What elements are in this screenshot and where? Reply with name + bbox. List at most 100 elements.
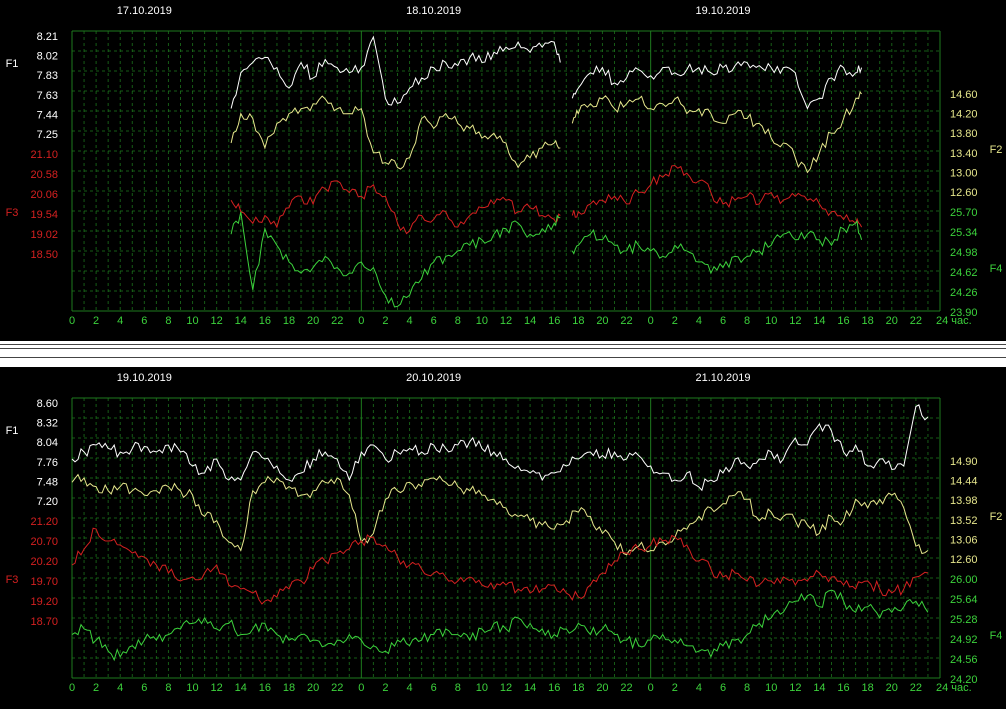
x-tick-label: 6 <box>141 682 147 694</box>
x-tick-label: 8 <box>455 315 461 327</box>
x-tick-label: 18 <box>862 315 874 327</box>
y-tick-label-f2: 14.60 <box>950 89 978 101</box>
x-tick-label: 0 <box>648 682 654 694</box>
date-label: 18.10.2019 <box>406 5 461 17</box>
series-line-f3 <box>71 527 929 605</box>
x-tick-label: 20 <box>886 682 898 694</box>
x-tick-label: 2 <box>382 315 388 327</box>
panel-divider <box>0 348 1006 349</box>
axis-label-f3: F3 <box>6 207 19 219</box>
x-tick-label: 6 <box>141 315 147 327</box>
y-tick-label-f4: 25.28 <box>950 614 978 626</box>
x-tick-label: 2 <box>672 315 678 327</box>
series-line-f3 <box>230 180 561 235</box>
x-tick-label: 22 <box>331 315 343 327</box>
y-tick-label-f2: 13.40 <box>950 148 978 160</box>
y-tick-label-f3: 19.70 <box>30 576 58 588</box>
x-tick-label: 14 <box>235 315 247 327</box>
x-tick-label: 16 <box>837 682 849 694</box>
series-line-f2 <box>571 90 862 174</box>
x-tick-label: 4 <box>117 315 123 327</box>
x-tick-label: 14 <box>813 315 825 327</box>
x-tick-label: 0 <box>358 682 364 694</box>
y-tick-label-f3: 21.20 <box>30 516 58 528</box>
x-tick-label: 14 <box>813 682 825 694</box>
y-tick-label-f4: 24.56 <box>950 654 978 666</box>
y-tick-label-f2: 13.06 <box>950 534 978 546</box>
x-tick-label: 22 <box>620 315 632 327</box>
y-tick-label-f3: 18.70 <box>30 616 58 628</box>
grid <box>71 397 941 679</box>
y-tick-label-f4: 26.00 <box>950 574 978 586</box>
x-tick-label: 16 <box>259 315 271 327</box>
y-tick-label-f2: 12.60 <box>950 187 978 199</box>
y-tick-label-f4: 24.20 <box>950 674 978 686</box>
date-label: 17.10.2019 <box>117 5 172 17</box>
series-line-f1 <box>571 61 863 110</box>
x-tick-label: 10 <box>476 682 488 694</box>
axis-label-f4: F4 <box>990 263 1003 275</box>
x-tick-label: 12 <box>789 682 801 694</box>
x-tick-label: 12 <box>789 315 801 327</box>
x-tick-label: 12 <box>500 682 512 694</box>
x-tick-label: 22 <box>910 682 922 694</box>
axis-label-f1: F1 <box>6 58 19 70</box>
date-label: 20.10.2019 <box>406 372 461 384</box>
y-tick-label-f1: 7.83 <box>37 70 58 82</box>
x-tick-label: 6 <box>431 315 437 327</box>
date-label: 19.10.2019 <box>117 372 172 384</box>
x-tick-label: 18 <box>572 682 584 694</box>
x-tick-label: 18 <box>862 682 874 694</box>
series-line-f4 <box>230 211 561 308</box>
y-tick-label-f1: 8.21 <box>37 31 58 43</box>
y-tick-label-f2: 14.44 <box>950 476 978 488</box>
x-tick-label: 24 час. <box>936 315 972 327</box>
x-tick-label: 0 <box>648 315 654 327</box>
y-tick-label-f2: 14.90 <box>950 456 978 468</box>
x-tick-label: 4 <box>406 682 412 694</box>
x-tick-label: 10 <box>476 315 488 327</box>
x-tick-label: 14 <box>524 315 536 327</box>
x-tick-label: 16 <box>837 315 849 327</box>
x-tick-label: 8 <box>165 682 171 694</box>
x-tick-label: 4 <box>117 682 123 694</box>
y-tick-label-f2: 13.00 <box>950 167 978 179</box>
x-tick-label: 12 <box>500 315 512 327</box>
x-tick-label: 18 <box>283 315 295 327</box>
y-tick-label-f1: 7.20 <box>37 496 58 508</box>
x-tick-label: 12 <box>211 315 223 327</box>
y-tick-label-f1: 7.76 <box>37 457 58 469</box>
y-tick-label-f3: 20.06 <box>30 189 58 201</box>
date-label: 19.10.2019 <box>695 5 750 17</box>
y-tick-label-f1: 7.25 <box>37 129 58 141</box>
y-tick-label-f4: 24.98 <box>950 247 978 259</box>
x-tick-label: 22 <box>620 682 632 694</box>
x-tick-label: 2 <box>672 682 678 694</box>
y-tick-label-f1: 7.48 <box>37 476 58 488</box>
x-tick-label: 20 <box>886 315 898 327</box>
y-tick-label-f2: 14.20 <box>950 109 978 121</box>
x-tick-label: 16 <box>548 315 560 327</box>
x-tick-label: 2 <box>382 682 388 694</box>
chart-top-svg: 17.10.2019 18.10.2019 19.10.2019 0 2 4 6 8 10 12 1… <box>6 5 1003 327</box>
x-tick-label: 20 <box>596 315 608 327</box>
x-tick-label: 16 <box>548 682 560 694</box>
axis-label-f2: F2 <box>990 511 1003 523</box>
x-tick-label: 18 <box>572 315 584 327</box>
x-tick-label: 20 <box>596 682 608 694</box>
y-tick-label-f2: 13.98 <box>950 495 978 507</box>
y-tick-label-f3: 19.54 <box>30 209 58 221</box>
y-tick-label-f4: 23.90 <box>950 307 978 319</box>
y-tick-label-f3: 18.50 <box>30 249 58 261</box>
chart-panel-bottom: 19.10.2019 20.10.2019 21.10.2019 0 2 4 6 8 10 12 1… <box>0 367 1006 709</box>
y-tick-label-f3: 20.20 <box>30 556 58 568</box>
series-line-f1 <box>71 404 929 492</box>
x-tick-label: 8 <box>744 315 750 327</box>
y-tick-label-f2: 12.60 <box>950 554 978 566</box>
x-tick-label: 6 <box>431 682 437 694</box>
x-tick-label: 16 <box>259 682 271 694</box>
y-tick-label-f1: 8.32 <box>37 418 58 430</box>
x-tick-label: 2 <box>93 682 99 694</box>
x-tick-label: 18 <box>283 682 295 694</box>
x-tick-label: 2 <box>93 315 99 327</box>
